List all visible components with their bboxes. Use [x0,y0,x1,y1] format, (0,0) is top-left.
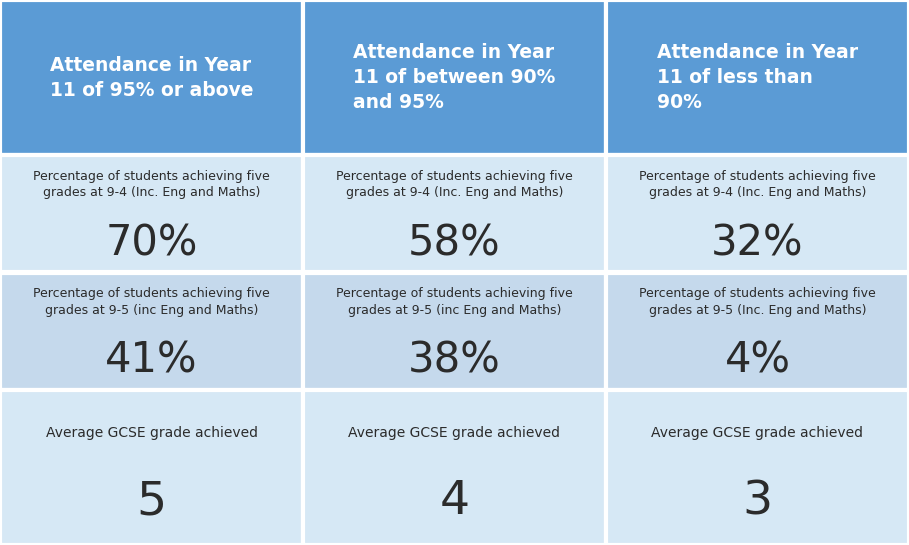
Text: 3: 3 [743,479,773,524]
Text: Percentage of students achieving five
grades at 9-4 (Inc. Eng and Maths): Percentage of students achieving five gr… [336,170,573,199]
Bar [0,0,303,155]
Text: Percentage of students achieving five
grades at 9-5 (inc Eng and Maths): Percentage of students achieving five gr… [336,287,573,317]
Text: Attendance in Year
11 of between 90%
and 95%: Attendance in Year 11 of between 90% and… [354,43,555,112]
Bar [0,390,303,545]
Bar [303,390,606,545]
Text: Attendance in Year
11 of 95% or above: Attendance in Year 11 of 95% or above [50,56,254,100]
Bar [606,0,909,155]
Text: 32%: 32% [711,222,804,264]
Text: 58%: 58% [408,222,501,264]
Text: 38%: 38% [408,340,501,382]
Text: Percentage of students achieving five
grades at 9-5 (Inc. Eng and Maths): Percentage of students achieving five gr… [639,287,876,317]
Bar [303,0,606,155]
Text: Average GCSE grade achieved: Average GCSE grade achieved [652,426,864,440]
Bar [0,155,303,272]
Text: 70%: 70% [105,222,197,264]
Bar [606,272,909,390]
Text: Attendance in Year
11 of less than
90%: Attendance in Year 11 of less than 90% [657,43,858,112]
Bar [606,155,909,272]
Text: 41%: 41% [105,340,198,382]
Text: Percentage of students achieving five
grades at 9-4 (Inc. Eng and Maths): Percentage of students achieving five gr… [639,170,876,199]
Text: Average GCSE grade achieved: Average GCSE grade achieved [348,426,561,440]
Text: Percentage of students achieving five
grades at 9-4 (Inc. Eng and Maths): Percentage of students achieving five gr… [33,170,270,199]
Bar [606,390,909,545]
Text: 5: 5 [136,479,166,524]
Text: Average GCSE grade achieved: Average GCSE grade achieved [45,426,257,440]
Text: 4%: 4% [724,340,791,382]
Bar [0,272,303,390]
Bar [303,155,606,272]
Text: Percentage of students achieving five
grades at 9-5 (inc Eng and Maths): Percentage of students achieving five gr… [33,287,270,317]
Text: 4: 4 [439,479,470,524]
Bar [303,272,606,390]
